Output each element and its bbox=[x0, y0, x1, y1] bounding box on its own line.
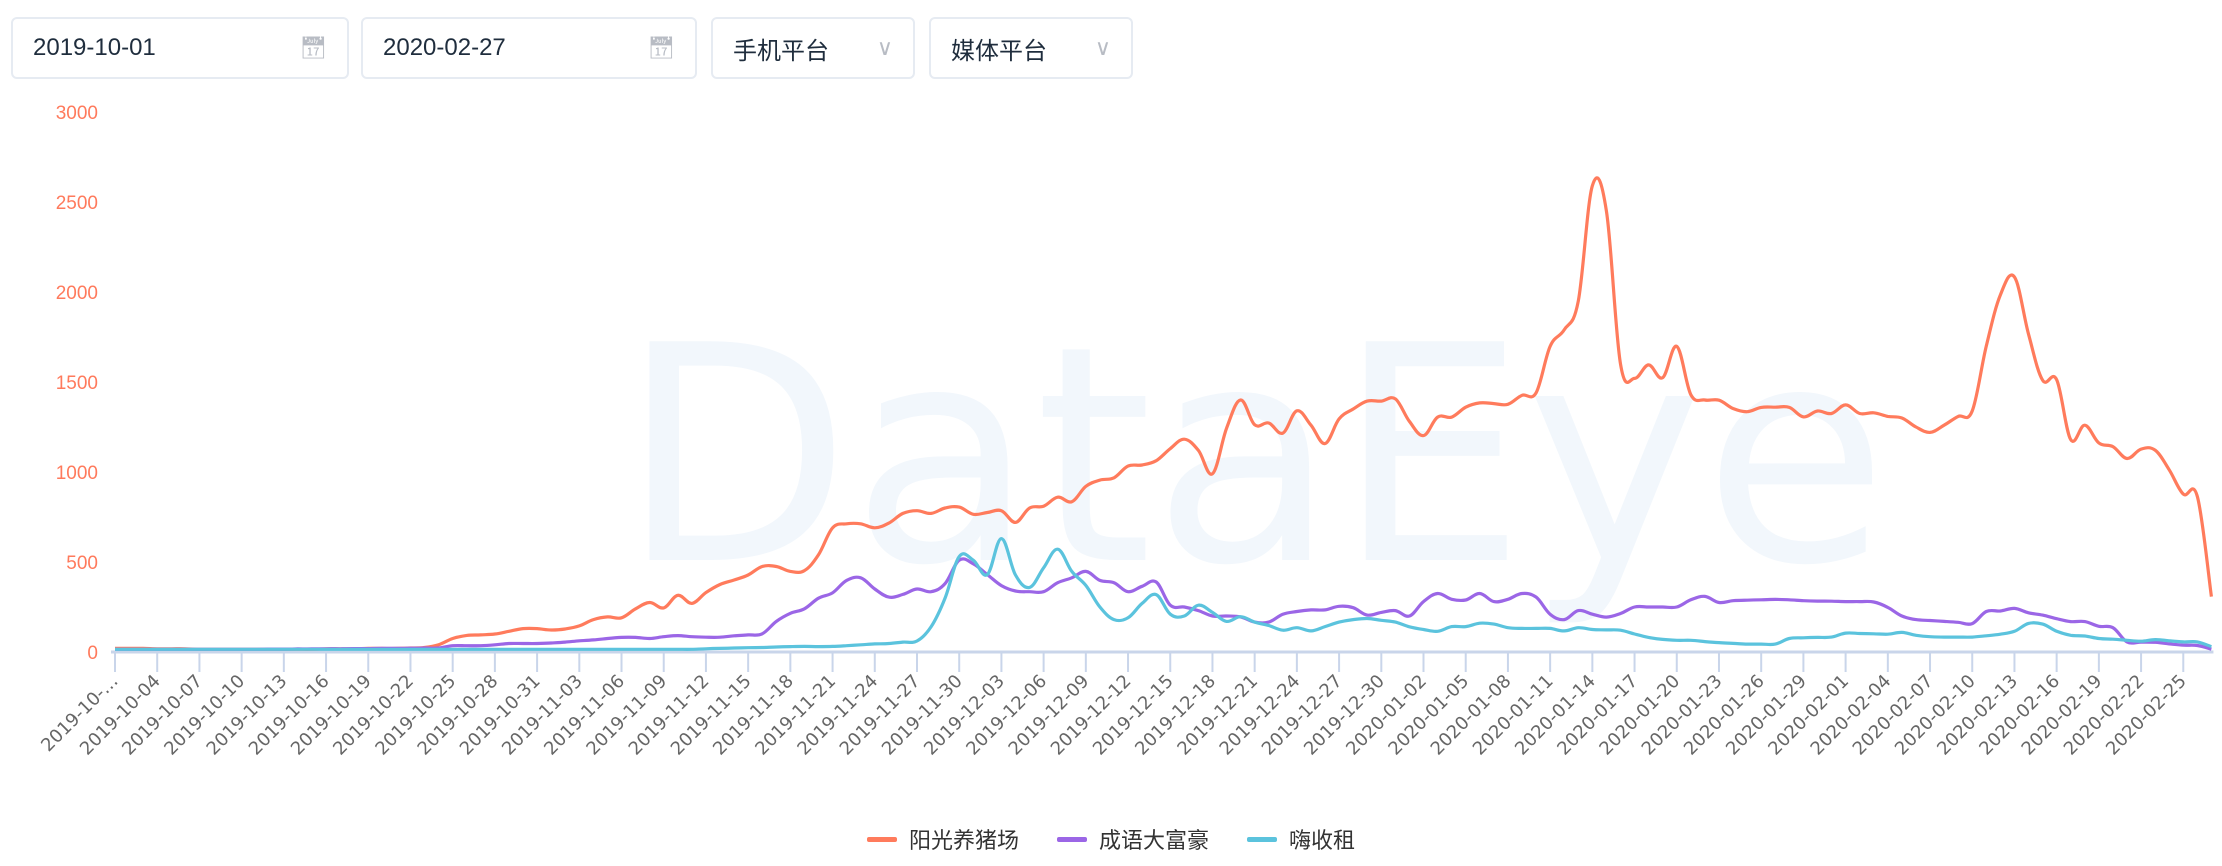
y-tick-label: 0 bbox=[87, 643, 98, 664]
legend-marker bbox=[1247, 836, 1277, 842]
series-line-1 bbox=[115, 557, 2212, 651]
legend-item[interactable]: 成语大富豪 bbox=[1056, 823, 1209, 855]
legend-item[interactable]: 阳光养猪场 bbox=[866, 823, 1019, 855]
series-line-2 bbox=[115, 536, 2212, 651]
chevron-down-icon: ∨ bbox=[1094, 35, 1111, 60]
media-platform-value: 媒体平台 bbox=[951, 37, 1047, 65]
calendar-icon: 📅︎ bbox=[647, 35, 675, 60]
calendar-icon: 📅︎ bbox=[299, 35, 327, 60]
chevron-down-icon: ∨ bbox=[876, 35, 893, 60]
y-tick-label: 2500 bbox=[56, 193, 98, 214]
y-tick-label: 2000 bbox=[56, 283, 98, 304]
end-date-picker[interactable]: 2020-02-27 📅︎ bbox=[361, 17, 697, 79]
y-tick-label: 500 bbox=[66, 553, 98, 574]
legend-marker bbox=[1056, 836, 1087, 842]
series-lines bbox=[114, 176, 2213, 651]
watermark-logo: DataEye bbox=[620, 282, 1888, 631]
device-platform-select[interactable]: 手机平台 ∨ bbox=[711, 17, 915, 79]
x-axis: 2019-10-…2019-10-042019-10-072019-10-102… bbox=[37, 650, 2214, 760]
start-date-value: 2019-10-01 bbox=[33, 34, 156, 61]
device-platform-value: 手机平台 bbox=[733, 37, 829, 65]
media-platform-select[interactable]: 媒体平台 ∨ bbox=[929, 17, 1133, 79]
legend-label: 阳光养猪场 bbox=[908, 828, 1019, 853]
y-axis: 0 500 1000 1500 2000 2500 3000 bbox=[56, 103, 98, 664]
legend-item[interactable]: 嗨收租 bbox=[1247, 823, 1355, 855]
legend-marker bbox=[866, 836, 897, 842]
legend-label: 成语大富豪 bbox=[1098, 828, 1209, 853]
y-tick-label: 3000 bbox=[56, 103, 98, 124]
series-line-0 bbox=[114, 176, 2213, 651]
legend: 阳光养猪场 成语大富豪 嗨收租 bbox=[0, 823, 2222, 855]
y-tick-label: 1000 bbox=[56, 463, 98, 484]
y-tick-label: 1500 bbox=[56, 373, 98, 394]
legend-label: 嗨收租 bbox=[1289, 828, 1356, 853]
start-date-picker[interactable]: 2019-10-01 📅︎ bbox=[11, 17, 349, 79]
end-date-value: 2020-02-27 bbox=[383, 34, 506, 61]
